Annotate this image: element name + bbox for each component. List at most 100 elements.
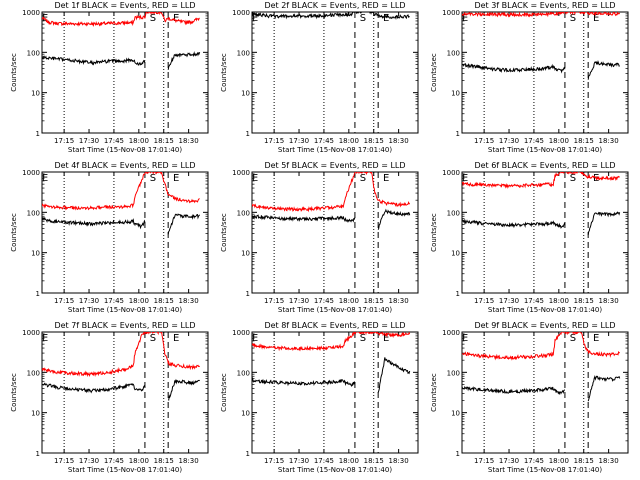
y-tick-label: 100	[237, 49, 250, 57]
series-line-red	[42, 172, 200, 211]
x-tick-label: 17:45	[104, 297, 124, 305]
y-axis-label: Counts/sec	[430, 213, 438, 252]
y-tick-label: 10	[31, 410, 40, 418]
x-tick-label: 17:15	[474, 137, 494, 145]
plot-frame	[41, 11, 209, 134]
series-line-black	[462, 375, 621, 402]
y-tick-label: 100	[27, 369, 40, 377]
y-tick-label: 1	[36, 130, 40, 138]
x-tick-label: 17:15	[54, 137, 74, 145]
event-marker-label: S	[360, 333, 366, 344]
x-tick-label: 18:00	[549, 137, 569, 145]
x-tick-label: 18:00	[339, 137, 359, 145]
y-tick-label: 1	[456, 450, 460, 458]
event-marker-label: E	[252, 333, 258, 344]
event-marker-label: E	[383, 333, 389, 344]
x-tick-label: 18:00	[129, 137, 149, 145]
chart-panel-6: Det 6f BLACK = Events, RED = LLD 1 10 100 10…	[430, 161, 629, 314]
plot-frame	[461, 331, 629, 454]
y-tick-label: 1	[36, 290, 40, 298]
y-tick-label: 1000	[22, 169, 40, 177]
y-tick-label: 1000	[232, 329, 250, 337]
event-marker-label: S	[570, 173, 576, 184]
x-axis-label: Start Time (15-Nov-08 17:01:40)	[488, 466, 602, 474]
x-tick-label: 17:30	[79, 137, 99, 145]
x-axis-label: Start Time (15-Nov-08 17:01:40)	[278, 466, 392, 474]
event-marker-label: E	[252, 13, 258, 24]
y-tick-label: 100	[27, 209, 40, 217]
y-tick-label: 1	[246, 130, 250, 138]
x-tick-label: 18:15	[574, 297, 594, 305]
chart-title: Det 8f BLACK = Events, RED = LLD	[264, 321, 405, 330]
x-tick-label: 17:30	[499, 457, 519, 465]
chart-title: Det 4f BLACK = Events, RED = LLD	[54, 161, 195, 170]
chart-title: Det 9f BLACK = Events, RED = LLD	[474, 321, 615, 330]
x-tick-label: 18:00	[339, 297, 359, 305]
series-line-black	[42, 51, 201, 70]
x-tick-label: 18:15	[154, 457, 174, 465]
chart-title: Det 6f BLACK = Events, RED = LLD	[474, 161, 615, 170]
y-tick-label: 1000	[22, 9, 40, 17]
event-marker-label: E	[252, 173, 258, 184]
series-line-red	[42, 332, 201, 378]
x-tick-label: 17:15	[264, 457, 284, 465]
x-tick-label: 17:45	[314, 137, 334, 145]
x-tick-label: 17:15	[54, 297, 74, 305]
x-axis-label: Start Time (15-Nov-08 17:01:40)	[278, 146, 392, 154]
y-tick-label: 100	[237, 369, 250, 377]
event-marker-label: E	[462, 333, 468, 344]
x-tick-label: 18:30	[599, 137, 619, 145]
y-tick-label: 10	[241, 90, 250, 98]
event-marker-label: E	[593, 13, 599, 24]
y-tick-label: 10	[241, 410, 250, 418]
y-tick-label: 10	[451, 250, 460, 258]
x-tick-label: 17:30	[499, 137, 519, 145]
y-tick-label: 1	[36, 450, 40, 458]
x-tick-label: 18:15	[154, 137, 174, 145]
x-tick-label: 18:15	[574, 457, 594, 465]
series-line-red	[42, 12, 200, 28]
series-line-red	[252, 172, 411, 213]
event-marker-label: E	[173, 173, 179, 184]
series-line-black	[462, 211, 621, 235]
event-marker-label: S	[570, 333, 576, 344]
y-tick-label: 10	[451, 90, 460, 98]
y-tick-label: 1	[456, 290, 460, 298]
x-tick-label: 17:30	[79, 297, 99, 305]
x-tick-label: 18:00	[129, 457, 149, 465]
plot-frame	[251, 171, 419, 294]
chart-title: Det 2f BLACK = Events, RED = LLD	[264, 1, 405, 10]
x-axis-label: Start Time (15-Nov-08 17:01:40)	[488, 146, 602, 154]
plot-frame	[41, 171, 209, 294]
y-tick-label: 1000	[22, 329, 40, 337]
y-tick-label: 100	[237, 209, 250, 217]
series-line-black	[42, 378, 201, 401]
y-axis-label: Counts/sec	[220, 373, 228, 412]
y-tick-label: 1000	[442, 329, 460, 337]
event-marker-label: S	[360, 173, 366, 184]
event-marker-label: E	[593, 333, 599, 344]
event-marker-label: S	[150, 13, 156, 24]
y-tick-label: 1	[246, 290, 250, 298]
x-tick-label: 17:45	[314, 457, 334, 465]
x-tick-label: 17:30	[289, 297, 309, 305]
event-marker-label: S	[150, 173, 156, 184]
chart-panel-5: Det 5f BLACK = Events, RED = LLD 1 10 100 10…	[220, 161, 419, 314]
x-tick-label: 17:15	[264, 297, 284, 305]
chart-panel-3: Det 3f BLACK = Events, RED = LLD 1 10 100 10…	[430, 1, 629, 154]
series-line-black	[252, 12, 410, 20]
x-tick-label: 17:30	[79, 457, 99, 465]
series-line-black	[462, 60, 620, 80]
series-line-black	[252, 357, 411, 393]
x-tick-label: 18:30	[179, 297, 199, 305]
chart-panel-2: Det 2f BLACK = Events, RED = LLD 1 10 100 10…	[220, 1, 419, 154]
x-axis-label: Start Time (15-Nov-08 17:01:40)	[68, 306, 182, 314]
event-marker-label: E	[462, 173, 468, 184]
y-tick-label: 100	[447, 49, 460, 57]
x-tick-label: 17:45	[524, 297, 544, 305]
y-axis-label: Counts/sec	[10, 53, 18, 92]
y-tick-label: 1000	[232, 9, 250, 17]
event-marker-label: E	[383, 13, 389, 24]
x-tick-label: 18:15	[154, 297, 174, 305]
